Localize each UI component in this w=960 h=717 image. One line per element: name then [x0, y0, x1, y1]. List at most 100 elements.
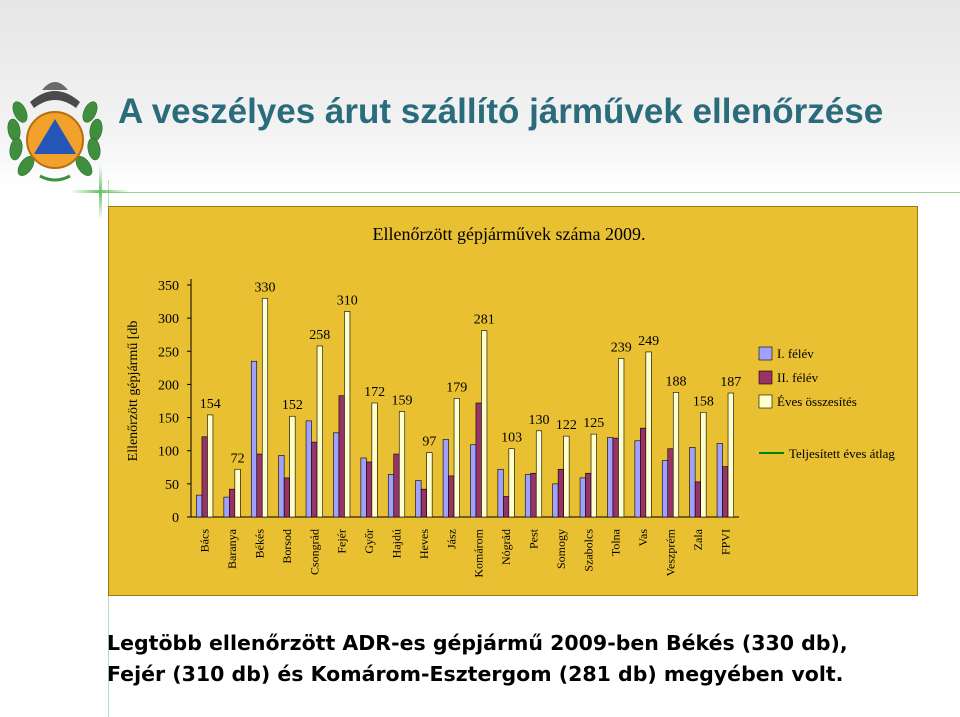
x-tick-label: Bács [198, 529, 212, 553]
civil-defense-emblem-icon [7, 82, 103, 182]
bar-Békés-1 [250, 360, 258, 518]
legend-swatch [758, 346, 773, 361]
bar-Hajdú-2 [393, 453, 400, 518]
bar-Pest-1 [524, 474, 532, 518]
bar-Csongrád-3 [316, 345, 323, 518]
x-tick-label: Győr [362, 529, 376, 554]
bar-Zala-2 [694, 481, 701, 518]
data-label: 122 [556, 418, 577, 433]
bar-FPVI-3 [727, 392, 734, 518]
legend-swatch [758, 394, 773, 409]
bar-Pest-3 [535, 430, 543, 518]
data-label: 330 [255, 280, 276, 295]
bar-Hajdú-3 [398, 411, 406, 518]
data-label: 179 [446, 380, 467, 395]
header-divider [95, 192, 960, 193]
x-tick-label: Nógrád [499, 529, 513, 565]
x-tick-label: Szabolcs [581, 529, 595, 572]
bar-Szabolcs-3 [590, 433, 597, 518]
bar-Nógrád-2 [503, 496, 510, 518]
x-tick-label: Pest [527, 528, 541, 549]
bar-Győr-2 [366, 461, 373, 518]
bar-Bács-2 [201, 436, 208, 518]
y-tick-label: 200 [158, 378, 179, 393]
data-label: 97 [422, 435, 436, 450]
bar-Komárom-1 [470, 444, 477, 518]
caption: Legtöbb ellenőrzött ADR-es gépjármű 2009… [107, 628, 952, 690]
bar-Hajdú-1 [387, 474, 395, 518]
bar-Somogy-2 [557, 468, 564, 518]
x-tick-label: Fejér [335, 529, 349, 554]
bar-Baranya-2 [229, 488, 236, 518]
data-label: 152 [282, 398, 303, 413]
x-tick-label: Jász [444, 529, 458, 549]
data-label: 187 [720, 375, 741, 390]
bar-Csongrád-2 [311, 441, 318, 518]
bar-Vas-1 [634, 440, 641, 518]
bar-Tolna-3 [618, 358, 625, 518]
bar-Tolna-2 [612, 437, 619, 518]
bar-Bács-3 [207, 414, 214, 518]
bar-Szabolcs-1 [579, 477, 586, 518]
bar-Bács-1 [196, 494, 203, 518]
data-label: 72 [231, 451, 245, 466]
y-axis-title: Ellenőrzött gépjármű [db [126, 321, 141, 462]
legend-label: Éves összesítés [777, 394, 857, 409]
bar-Békés-3 [261, 297, 269, 518]
bar-Borsod-2 [283, 477, 290, 518]
bar-Jász-3 [453, 398, 460, 518]
x-tick-label: Borsod [280, 529, 294, 564]
data-label: 258 [309, 328, 330, 343]
bar-Somogy-3 [563, 435, 570, 518]
bar-Komárom-3 [481, 330, 488, 518]
bar-Borsod-3 [289, 415, 296, 518]
data-label: 239 [611, 341, 632, 356]
x-tick-label: Békés [253, 529, 267, 559]
x-tick-label: Heves [417, 529, 431, 559]
bar-Csongrád-1 [305, 420, 312, 518]
data-label: 188 [666, 374, 687, 389]
x-tick-label: Tolna [609, 528, 623, 556]
bar-Heves-1 [415, 480, 422, 518]
bar-Borsod-1 [278, 455, 285, 518]
plot-area [191, 279, 739, 517]
chart-frame: Ellenőrzött gépjárművek száma 2009. 0 50 1… [108, 206, 918, 596]
bar-Győr-3 [371, 402, 378, 518]
data-label: 172 [364, 385, 385, 400]
bar-Fejér-3 [344, 311, 351, 518]
bar-Baranya-1 [223, 496, 230, 518]
y-tick-label: 0 [172, 511, 179, 526]
bar-Komárom-2 [475, 402, 482, 518]
y-tick-label: 350 [158, 279, 179, 294]
y-tick-label: 50 [165, 478, 179, 493]
bar-Békés-2 [256, 453, 263, 518]
caption-line-1: Legtöbb ellenőrzött ADR-es gépjármű 2009… [107, 631, 848, 655]
data-label: 249 [638, 334, 659, 349]
data-label: 103 [501, 431, 522, 446]
legend-label: I. félév [777, 346, 814, 361]
y-tick-label: 300 [158, 312, 179, 327]
data-label: 281 [474, 313, 495, 328]
bar-Zala-3 [700, 411, 707, 518]
bar-Veszprém-2 [667, 448, 674, 518]
bar-Győr-1 [360, 457, 367, 518]
header-band [0, 0, 960, 192]
data-label: 130 [529, 413, 550, 428]
bar-Pest-2 [530, 472, 537, 518]
bar-Vas-3 [645, 351, 652, 518]
data-label: 125 [583, 416, 604, 431]
sparkle-icon-v [99, 165, 102, 220]
chart-title: Ellenőrzött gépjárművek száma 2009. [373, 224, 646, 244]
x-tick-label: Csongrád [307, 529, 321, 575]
legend-label-average: Teljesített éves átlag [789, 446, 895, 461]
x-tick-label: Vas [636, 529, 650, 547]
bar-Heves-2 [420, 488, 427, 518]
bar-Nógrád-3 [508, 448, 515, 518]
bar-Veszprém-1 [661, 460, 669, 518]
x-tick-label: Baranya [225, 528, 239, 569]
bar-Fejér-2 [338, 395, 345, 518]
data-label: 158 [693, 394, 714, 409]
x-tick-label: Somogy [554, 529, 568, 569]
bar-Somogy-1 [552, 483, 559, 518]
y-tick-label: 250 [158, 345, 179, 360]
